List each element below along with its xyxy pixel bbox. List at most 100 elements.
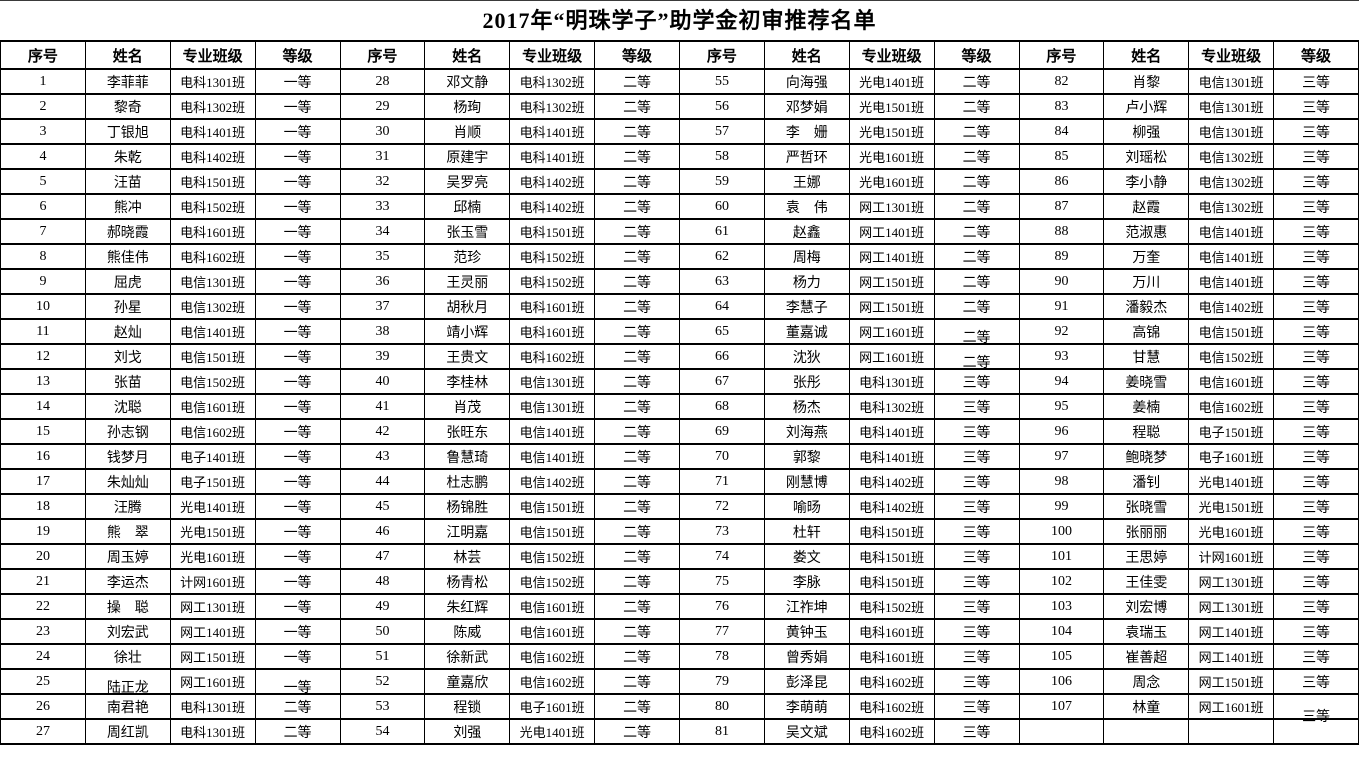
cell-no: 69 xyxy=(679,418,765,445)
cell-grade: 二等 xyxy=(594,193,680,220)
cell-class: 电子1601班 xyxy=(1188,443,1275,470)
cell-grade: 三等 xyxy=(1273,318,1359,345)
cell-no: 49 xyxy=(339,593,426,620)
col-header-name: 姓名 xyxy=(84,40,171,70)
cell-grade: 二等 xyxy=(594,293,680,320)
cell-no: 67 xyxy=(679,368,765,395)
cell-grade: 二等 xyxy=(594,593,680,620)
cell-name: 程锁 xyxy=(424,693,511,720)
cell-no: 57 xyxy=(679,118,765,145)
cell-grade: 三等 xyxy=(1273,593,1359,620)
cell-grade: 一等 xyxy=(254,543,341,570)
cell-grade: 二等 xyxy=(594,368,680,395)
cell-grade: 一等 xyxy=(254,243,341,270)
cell-name: 李小静 xyxy=(1103,168,1190,195)
cell-name: 刘宏博 xyxy=(1103,593,1190,620)
cell-class: 电信1601班 xyxy=(509,593,596,620)
cell-class: 电科1402班 xyxy=(169,143,256,170)
cell-class: 电科1501班 xyxy=(848,518,935,545)
cell-grade: 二等 xyxy=(594,543,680,570)
cell-grade: 三等 xyxy=(1273,343,1359,370)
cell-no: 72 xyxy=(679,493,765,520)
cell-grade: 三等 xyxy=(933,693,1020,720)
cell-class: 网工1501班 xyxy=(169,643,256,670)
cell-no: 81 xyxy=(679,718,765,745)
cell-class: 光电1501班 xyxy=(1188,493,1275,520)
col-header-class: 专业班级 xyxy=(848,40,935,70)
table-row: 16 钱梦月 电子1401班 一等 43 鲁慧琦 电信1401班 二等 70 郭黎 电科1401班三… xyxy=(0,443,1359,470)
cell-name: 张旺东 xyxy=(424,418,511,445)
cell-no: 42 xyxy=(339,418,426,445)
cell-name: 朱乾 xyxy=(84,143,171,170)
cell-grade: 二等 xyxy=(933,243,1020,270)
cell-grade: 三等 xyxy=(933,593,1020,620)
cell-grade: 三等 xyxy=(933,493,1020,520)
cell-class: 光电1501班 xyxy=(848,118,935,145)
table-row: 23 刘宏武 网工1401班 一等 50 陈威 电信1601班 二等 77 黄钟玉 电科1601班三… xyxy=(0,618,1359,645)
table-row: 20 周玉婷 光电1601班 一等 47 林芸 电信1502班 二等 74 娄文 电科1501班 三等… xyxy=(0,543,1359,570)
cell-class: 电信1401班 xyxy=(509,443,596,470)
cell-grade: 三等 xyxy=(1273,393,1359,420)
cell-no: 70 xyxy=(679,443,765,470)
cell-name: 周玉婷 xyxy=(84,543,171,570)
cell-name: 李菲菲 xyxy=(84,68,171,95)
cell-grade: 二等 xyxy=(594,443,680,470)
cell-grade: 一等 xyxy=(254,193,341,220)
cell-name: 范珍 xyxy=(424,243,511,270)
cell-name: 钱梦月 xyxy=(84,443,171,470)
cell-class: 电科1501班 xyxy=(848,568,935,595)
cell-name: 张苗 xyxy=(84,368,171,395)
cell-no: 68 xyxy=(679,393,765,420)
cell-class: 电科1302班 xyxy=(509,68,596,95)
cell-no: 45 xyxy=(339,493,426,520)
cell-grade: 二等 xyxy=(594,68,680,95)
cell-class: 光电1401班 xyxy=(509,718,596,745)
cell-grade: 二等 xyxy=(933,93,1020,120)
table-row: 24 徐壮 网工1501班 一等 51 徐新武 电信1602班 二等 78 曾秀娟 电科1601班三… xyxy=(0,643,1359,670)
table-row: 18 汪腾 光电1401班 一等 45 杨锦胜 电信1501班 二等 72 喻旸 电科1402班 三等… xyxy=(0,493,1359,520)
cell-no: 106 xyxy=(1018,668,1105,695)
cell-no: 54 xyxy=(339,718,426,745)
cell-class: 网工1301班 xyxy=(169,593,256,620)
cell-class: 电科1601班 xyxy=(169,218,256,245)
cell-grade: 一等 xyxy=(254,218,341,245)
cell-class: 光电1401班 xyxy=(848,68,935,95)
col-header-grade: 等级 xyxy=(594,40,680,70)
cell-name: 王贵文 xyxy=(424,343,511,370)
cell-class: 计网1601班 xyxy=(1188,543,1275,570)
cell-name: 汪苗 xyxy=(84,168,171,195)
table-row: 22 操 聪网工1301班 一等 49 朱红辉 电信1601班 二等 76 江祚坤 电科1502班… xyxy=(0,593,1359,620)
cell-class: 电信1302班 xyxy=(1188,168,1275,195)
cell-name: 林芸 xyxy=(424,543,511,570)
cell-class: 网工1301班 xyxy=(1188,568,1275,595)
cell-name: 鲁慧琦 xyxy=(424,443,511,470)
empty-cell xyxy=(1188,718,1275,745)
col-header-no: 序号 xyxy=(339,40,426,70)
cell-no: 83 xyxy=(1018,93,1105,120)
cell-no: 71 xyxy=(679,468,765,495)
cell-name: 范淑惠 xyxy=(1103,218,1190,245)
cell-grade: 三等 xyxy=(1273,118,1359,145)
cell-name: 卢小辉 xyxy=(1103,93,1190,120)
cell-class: 光电1601班 xyxy=(1188,518,1275,545)
cell-class: 电信1301班 xyxy=(509,393,596,420)
cell-no: 15 xyxy=(0,418,86,445)
cell-class: 电科1402班 xyxy=(509,168,596,195)
cell-grade: 三等 xyxy=(1273,518,1359,545)
cell-name: 屈虎 xyxy=(84,268,171,295)
cell-class: 电科1601班 xyxy=(848,618,935,645)
cell-class: 电信1502班 xyxy=(509,568,596,595)
cell-grade: 二等 xyxy=(594,493,680,520)
cell-no: 39 xyxy=(339,343,426,370)
cell-grade: 一等 xyxy=(254,268,341,295)
cell-class: 光电1401班 xyxy=(1188,468,1275,495)
table-row: 26 南君艳 电科1301班 二等 53 程锁 电子1601班 二等 80 李萌萌 电科1602班三… xyxy=(0,693,1359,729)
cell-name: 原建宇 xyxy=(424,143,511,170)
cell-name: 潘钊 xyxy=(1103,468,1190,495)
col-header-grade: 等级 xyxy=(933,40,1020,70)
cell-class: 网工1401班 xyxy=(1188,618,1275,645)
cell-no: 9 xyxy=(0,268,86,295)
cell-no: 94 xyxy=(1018,368,1105,395)
cell-class: 电信1302班 xyxy=(1188,143,1275,170)
